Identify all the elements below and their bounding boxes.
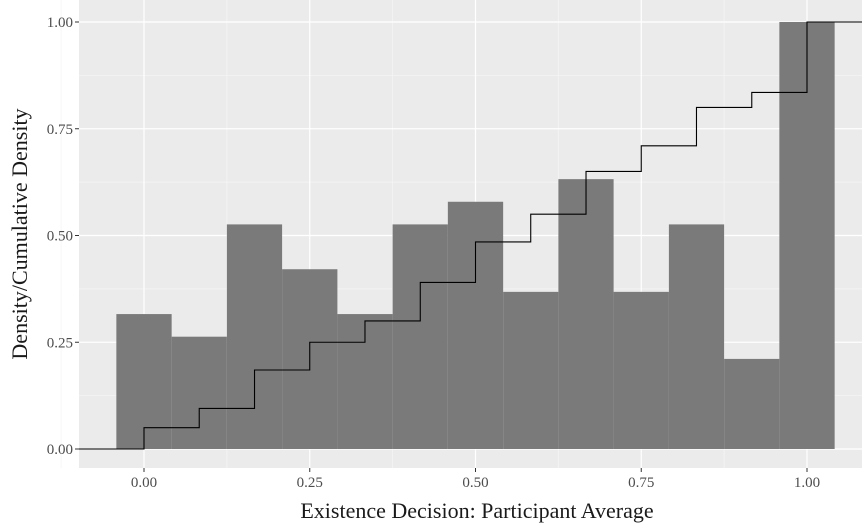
- histogram-bar: [779, 22, 835, 449]
- histogram-bar: [558, 179, 614, 450]
- histogram-bar: [503, 291, 559, 449]
- x-tick-label: 0.50: [462, 475, 488, 491]
- histogram-bar: [116, 314, 172, 449]
- histogram-bars: [116, 22, 835, 450]
- histogram-bar: [171, 336, 227, 449]
- y-tick-label: 0.75: [47, 122, 73, 138]
- x-axis-ticks: 0.00 0.25 0.50 0.75 1.00: [131, 468, 820, 491]
- histogram-bar: [724, 358, 780, 449]
- y-axis-title: Density/Cumulative Density: [7, 108, 32, 359]
- histogram-bar: [226, 224, 283, 449]
- x-tick-label: 0.00: [131, 475, 157, 491]
- y-axis-ticks: 0.00 0.25 0.50 0.75 1.00: [47, 15, 79, 458]
- cumulative-density-step-line: [79, 21, 862, 450]
- x-axis-title: Existence Decision: Participant Average: [300, 498, 653, 523]
- y-tick-label: 1.00: [47, 15, 73, 31]
- histogram-bar: [613, 291, 669, 449]
- x-tick-label: 1.00: [794, 475, 820, 491]
- histogram-bar: [392, 224, 448, 449]
- y-tick-label: 0.00: [47, 442, 73, 458]
- y-tick-label: 0.25: [47, 335, 73, 351]
- x-tick-label: 0.75: [628, 475, 654, 491]
- histogram-bar: [668, 224, 725, 449]
- y-tick-label: 0.50: [47, 229, 73, 245]
- histogram-bar: [447, 201, 504, 449]
- x-tick-label: 0.25: [297, 475, 323, 491]
